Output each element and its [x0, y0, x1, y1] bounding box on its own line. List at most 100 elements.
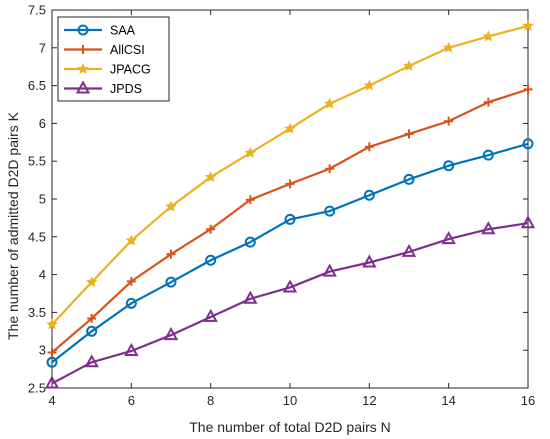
y-tick-label: 5 [39, 192, 46, 207]
x-axis-label: The number of total D2D pairs N [189, 419, 391, 435]
data-point [166, 249, 176, 259]
data-point [203, 308, 218, 322]
triangle-marker [75, 80, 91, 94]
triangle-marker [362, 254, 377, 268]
star-marker [85, 276, 98, 288]
data-point [285, 179, 295, 189]
y-tick-label: 4.5 [28, 229, 46, 244]
legend-marker [77, 62, 89, 74]
data-point [84, 354, 99, 368]
triangle-marker [481, 221, 496, 235]
y-tick-label: 3 [39, 343, 46, 358]
x-tick-label: 14 [441, 393, 455, 408]
legend-label: JPACG [110, 63, 151, 77]
data-point [87, 313, 97, 323]
x-tick-label: 6 [128, 393, 135, 408]
data-point [125, 297, 137, 309]
data-point [243, 290, 258, 304]
data-point [401, 243, 417, 257]
star-marker [323, 97, 336, 109]
data-point [244, 236, 256, 248]
circle-marker [165, 276, 177, 288]
star-marker [363, 79, 376, 91]
data-point [125, 234, 138, 246]
data-point [363, 189, 375, 201]
circle-marker [482, 149, 494, 161]
star-marker [522, 19, 534, 31]
star-marker [442, 41, 455, 53]
y-tick-label: 6 [39, 116, 46, 131]
series-line-jpds [51, 222, 529, 385]
data-point [46, 356, 58, 368]
plot-area: 4 6 8 10 12 14 16 2.5 3 3.5 4 4.5 5 5.5 6 6.5 7 7.5 SAA All… [28, 3, 535, 409]
data-point [284, 122, 296, 134]
legend-marker [77, 24, 89, 36]
x-tick-label: 16 [521, 393, 535, 408]
star-marker [244, 146, 257, 158]
data-point [124, 342, 139, 356]
star-marker [125, 234, 138, 246]
y-axis-label: The number of admitted D2D pairs K [5, 111, 21, 340]
data-point [443, 160, 455, 172]
data-point [206, 224, 216, 234]
triangle-marker [124, 342, 139, 356]
y-tick-label: 6.5 [28, 78, 46, 93]
data-point [362, 254, 377, 268]
data-point [323, 97, 336, 109]
data-point [441, 230, 456, 245]
data-point [163, 327, 179, 341]
data-point [325, 164, 335, 174]
y-tick-label: 7 [39, 40, 46, 55]
triangle-marker [441, 230, 456, 245]
x-tick-label: 10 [283, 393, 297, 408]
circle-marker [86, 325, 98, 337]
data-point [245, 195, 255, 205]
data-point [481, 221, 496, 235]
circle-marker [284, 213, 296, 225]
legend-marker [78, 45, 88, 54]
legend-label: JPDS [110, 82, 142, 96]
data-point [86, 325, 98, 337]
data-point [482, 149, 494, 161]
data-point [324, 205, 336, 217]
data-point [364, 142, 374, 152]
data-point [165, 276, 177, 288]
triangle-marker [203, 308, 218, 322]
circle-marker [125, 297, 137, 309]
circle-marker [205, 254, 217, 266]
data-point [522, 138, 534, 150]
x-tick-label: 4 [48, 393, 55, 408]
data-point [85, 276, 98, 288]
y-tick-label: 5.5 [28, 154, 46, 169]
y-tick-label: 4 [39, 267, 46, 282]
triangle-marker [243, 290, 258, 304]
y-axis-label-group: The number of admitted D2D pairs K [5, 111, 21, 340]
star-marker [482, 30, 495, 42]
data-point [404, 129, 414, 139]
data-point [204, 171, 217, 182]
star-marker [46, 318, 58, 330]
y-tick-label: 7.5 [28, 3, 46, 18]
legend-item: JPACG [64, 63, 151, 77]
data-point [522, 19, 534, 31]
star-marker [284, 122, 296, 134]
data-point [403, 59, 415, 71]
circle-marker [324, 205, 336, 217]
data-point [165, 200, 177, 212]
data-point [282, 279, 298, 293]
data-point [244, 146, 257, 158]
legend-marker [75, 80, 91, 94]
triangle-marker [322, 263, 337, 277]
x-tick-label: 8 [207, 393, 214, 408]
data-point [46, 318, 58, 330]
circle-marker [443, 160, 455, 172]
data-point [523, 84, 533, 94]
circle-marker [522, 138, 534, 150]
data-point [44, 375, 60, 389]
triangle-marker [44, 375, 60, 389]
data-point [363, 79, 376, 91]
legend: SAA AllCSI JPACG JPDS [57, 16, 170, 102]
data-point [322, 263, 337, 277]
legend-label: SAA [110, 24, 136, 38]
